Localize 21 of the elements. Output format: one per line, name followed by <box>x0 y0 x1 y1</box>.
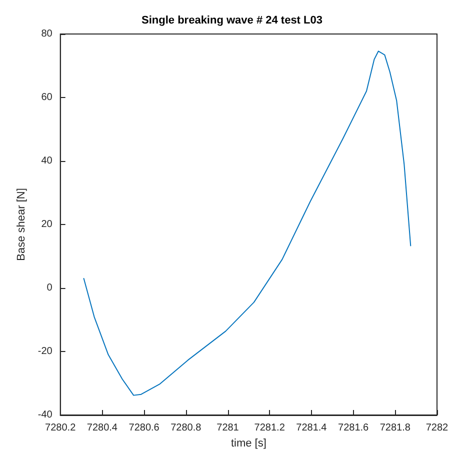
y-tick-label: 60 <box>41 92 53 103</box>
y-tick-label: -40 <box>38 410 53 420</box>
x-tick-label: 7280.6 <box>128 422 160 434</box>
y-tick-label: 0 <box>46 282 53 294</box>
x-tick-label: 7281 <box>216 422 240 434</box>
x-tick-label: 7281.4 <box>296 422 328 434</box>
line-series <box>83 50 412 396</box>
x-tick-label: 7280.8 <box>170 422 202 434</box>
y-tick-label: -20 <box>38 346 53 357</box>
x-tick-label: 7282 <box>426 422 449 434</box>
x-axis-title: time [s] <box>230 437 266 450</box>
x-tick-label: 7281.8 <box>380 422 411 434</box>
x-tick-label: 7281.6 <box>338 422 370 434</box>
x-tick-label: 7280.4 <box>86 422 118 434</box>
y-axis-title: Base shear [N] <box>16 188 28 261</box>
y-tick-label: 20 <box>41 219 53 230</box>
x-tick-label: 7281.2 <box>254 422 286 434</box>
y-tick-label: 40 <box>41 156 53 166</box>
chart-title: Single breaking wave # 24 test L03 <box>142 14 322 26</box>
y-tick-label: 80 <box>41 28 53 40</box>
x-tick-label: 7280.2 <box>45 422 76 434</box>
